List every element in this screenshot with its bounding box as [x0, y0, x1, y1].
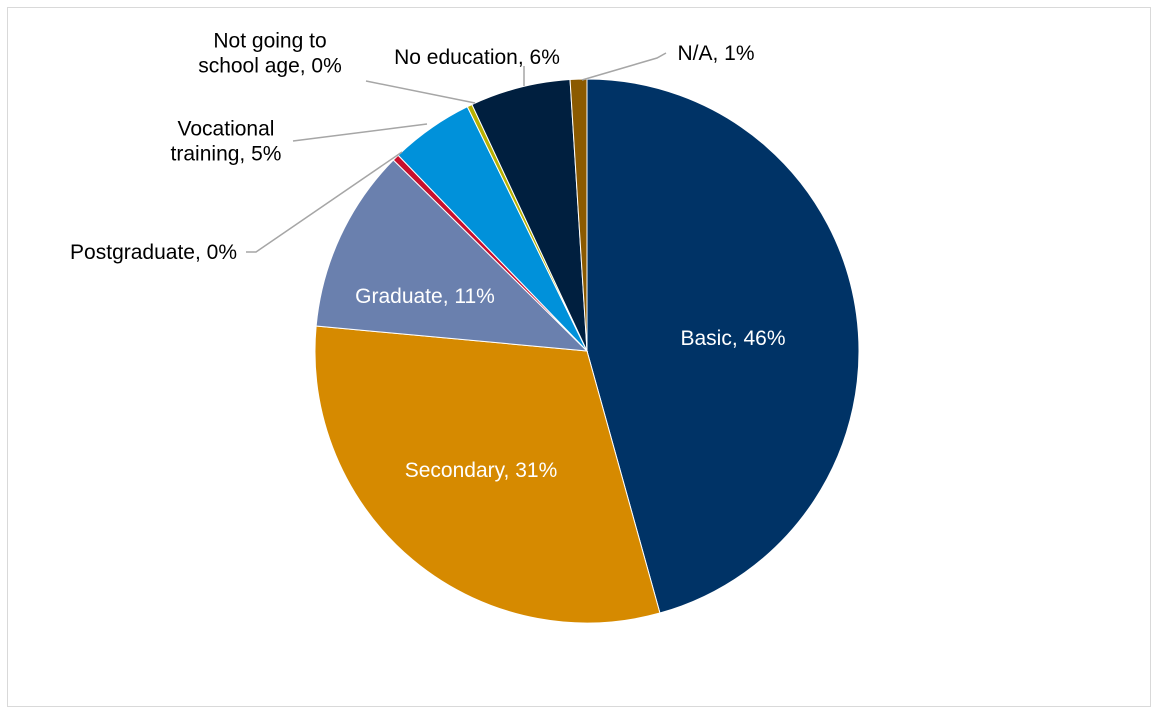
- pie-chart: Basic, 46% Secondary, 31% Graduate, 11% Pos…: [70, 30, 860, 624]
- pie-slice-basic: [586, 78, 860, 614]
- slice-label-no-education: No education, 6%: [394, 46, 560, 69]
- leader-line-not-school-age: [365, 80, 476, 104]
- pie-slice-graduate: [315, 159, 589, 352]
- leader-line-postgraduate: [246, 151, 403, 253]
- slice-labels: Basic, 46% Secondary, 31% Graduate, 11% Pos…: [70, 30, 785, 483]
- slice-label-secondary: Secondary, 31%: [405, 459, 558, 482]
- pie-slices: [314, 78, 860, 624]
- pie-slice-secondary: [314, 325, 661, 624]
- slice-label-basic: Basic, 46%: [680, 327, 785, 350]
- slice-label-na: N/A, 1%: [677, 42, 754, 65]
- slice-label-vocational-training: Vocational training, 5%: [171, 118, 282, 166]
- slice-label-graduate: Graduate, 11%: [355, 285, 495, 308]
- slice-label-not-school-age: Not going to school age, 0%: [198, 30, 342, 78]
- leader-lines: [246, 52, 667, 253]
- leader-line-vocational-training: [292, 123, 428, 142]
- leader-line-na: [581, 52, 667, 81]
- slice-label-postgraduate: Postgraduate, 0%: [70, 241, 237, 264]
